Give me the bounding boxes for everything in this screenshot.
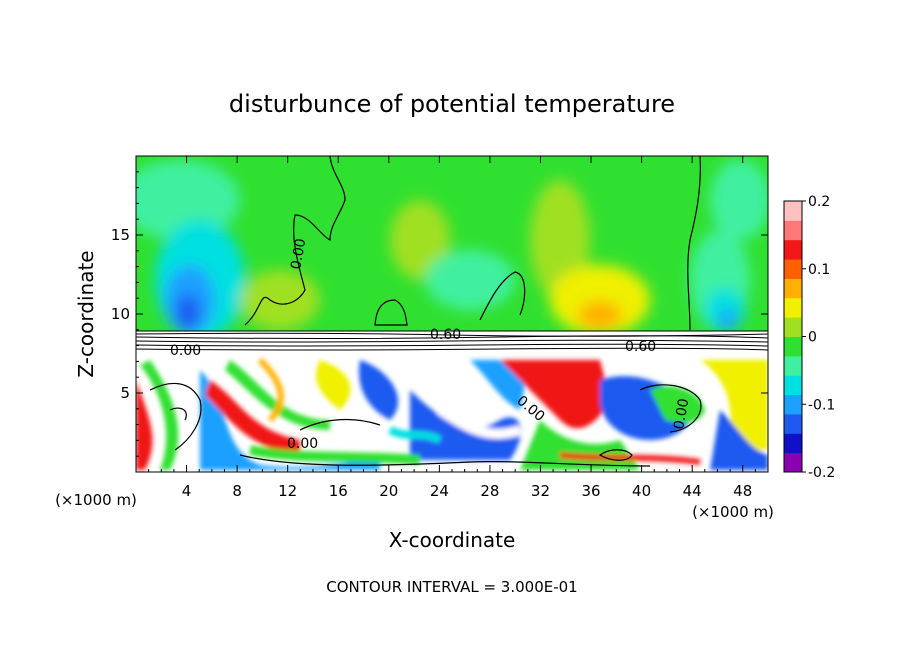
colorbar-swatch <box>784 297 802 318</box>
upper-field <box>136 160 768 340</box>
colorbar-swatch <box>784 413 802 434</box>
y-axis-ticks: 5 10 15 <box>111 171 768 457</box>
colorbar-swatch <box>784 375 802 396</box>
contour-label: 0.60 <box>625 339 656 355</box>
x-tick-label: 28 <box>480 482 499 500</box>
chart-title: disturbunce of potential temperature <box>229 90 675 118</box>
colorbar-swatch <box>784 355 802 376</box>
y-tick-label: 5 <box>120 384 130 402</box>
x-tick-label: 12 <box>278 482 297 500</box>
colorbar-swatch <box>784 278 802 299</box>
colorbar-tick-label: -0.2 <box>808 465 835 481</box>
x-tick-label: 40 <box>632 482 651 500</box>
y-tick-label: 10 <box>111 305 130 323</box>
colorbar-tick-label: 0.1 <box>808 262 830 278</box>
colorbar-tick-label: 0.2 <box>808 194 830 210</box>
colorbar-tick-label: 0 <box>808 330 817 346</box>
colorbar-swatch <box>784 317 802 337</box>
x-unit-label-right: (×1000 m) <box>692 503 774 521</box>
colorbar-swatch <box>784 239 802 260</box>
colorbar-tick-label: -0.1 <box>808 397 835 413</box>
x-tick-label: 32 <box>531 482 550 500</box>
colorbar-swatch <box>784 336 802 357</box>
colorbar-swatch <box>784 394 802 415</box>
contour-lines <box>149 156 702 467</box>
y-axis-label: Z-coordinate <box>74 250 98 377</box>
x-axis-label: X-coordinate <box>389 528 516 552</box>
colorbar-swatch <box>784 433 802 454</box>
x-unit-label-left: (×1000 m) <box>55 491 137 509</box>
x-tick-label: 36 <box>581 482 600 500</box>
contour-label: 0.00 <box>287 436 318 452</box>
x-tick-label: 16 <box>329 482 348 500</box>
plot-area: 0.60 0.00 0.00 0.00 0.00 0.60 0.00 <box>136 156 768 472</box>
colorbar-swatch <box>784 220 802 241</box>
x-tick-label: 24 <box>430 482 449 500</box>
x-tick-label: 44 <box>683 482 702 500</box>
lower-field <box>136 357 768 470</box>
y-tick-label: 15 <box>111 226 130 244</box>
interface-lines <box>136 330 768 351</box>
colorbar-swatch <box>784 201 802 221</box>
x-tick-label: 8 <box>232 482 242 500</box>
contour-label: 0.00 <box>671 397 692 430</box>
contour-interval-note: CONTOUR INTERVAL = 3.000E-01 <box>326 578 577 596</box>
contour-label: 0.00 <box>288 237 309 270</box>
x-tick-label: 4 <box>182 482 192 500</box>
contour-label: 0.00 <box>170 343 201 359</box>
contour-label: 0.60 <box>430 327 461 343</box>
colorbar: 0.2 0.1 0 -0.1 -0.2 <box>783 194 835 481</box>
colorbar-swatch <box>784 259 802 279</box>
contour-labels: 0.60 0.00 0.00 0.00 0.00 0.60 0.00 <box>170 237 692 452</box>
colorbar-swatch <box>784 452 802 473</box>
x-tick-label: 48 <box>733 482 752 500</box>
x-tick-label: 20 <box>379 482 398 500</box>
x-axis-ticks: 4 8 12 16 20 24 28 32 36 40 44 48 <box>148 156 756 500</box>
